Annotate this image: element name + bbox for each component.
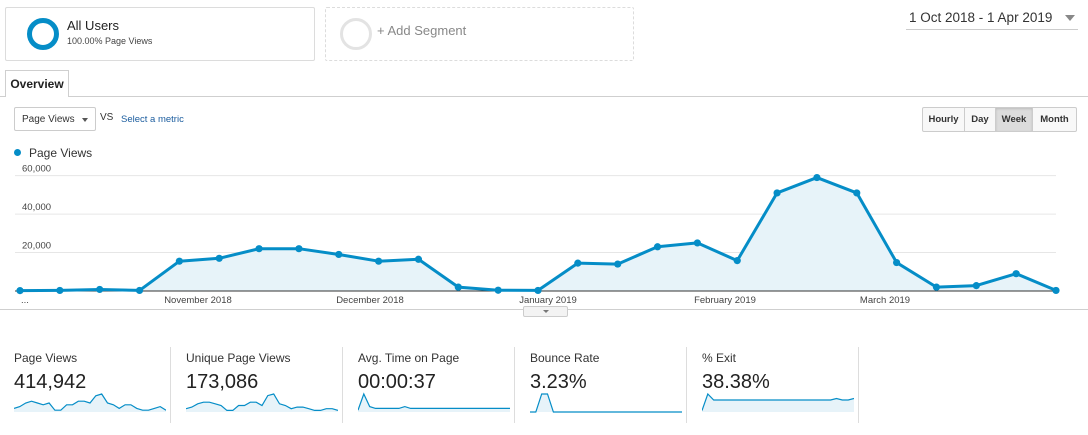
chart-data-point[interactable] [1052,286,1060,295]
granularity-day-button[interactable]: Day [965,108,996,131]
sparkline-line [530,393,682,413]
sparkline-area [186,394,338,412]
chart-data-point[interactable] [813,173,821,182]
scorecard-label: % Exit [702,351,737,365]
sparkline-line [186,393,338,411]
chart-area [20,177,1056,291]
granularity-hourly-button[interactable]: Hourly [923,108,965,131]
chart-data-point[interactable] [215,254,223,262]
legend-label: Page Views [29,146,93,160]
sparkline-area [530,394,682,412]
granularity-toggle: Hourly Day Week Month [922,107,1077,132]
chart-data-point[interactable] [175,257,183,265]
scorecard-sparkline [358,392,510,412]
scorecard-unique-page-views[interactable]: Unique Page Views 173,086 [172,347,343,423]
scorecard-label: Avg. Time on Page [358,351,460,365]
scorecard-value: 00:00:37 [358,371,436,393]
metric-select-value: Page Views [22,114,75,125]
select-metric-link[interactable]: Select a metric [121,114,184,125]
chart-data-point[interactable] [932,283,941,291]
segment-all-users[interactable]: All Users 100.00% Page Views [5,7,315,61]
chevron-down-icon [1065,15,1075,21]
x-tick-label: March 2019 [860,295,910,306]
chart-data-point[interactable] [96,285,104,294]
scorecard-label: Page Views [14,351,78,365]
segment-subtitle: 100.00% Page Views [67,36,153,46]
chart-data-point[interactable] [893,258,901,267]
segment-ring-icon [27,18,59,50]
scorecard-sparkline [702,392,854,412]
granularity-month-button[interactable]: Month [1040,114,1069,125]
sparkline-line [358,392,510,411]
chart-data-point[interactable] [853,189,861,197]
sparkline-line [702,392,854,411]
scorecard-value: 3.23% [530,371,587,393]
add-segment-button[interactable]: + Add Segment [325,7,634,61]
chart-data-point[interactable] [773,189,781,197]
legend-dot-icon [14,149,21,156]
chart-data-point[interactable] [56,286,64,295]
scorecard-bounce-rate[interactable]: Bounce Rate 3.23% [516,347,687,423]
chart-data-point[interactable] [614,260,622,268]
scorecard-exit-rate[interactable]: % Exit 38.38% [688,347,859,423]
chart-data-point[interactable] [972,282,980,290]
empty-segment-ring-icon [340,18,372,50]
scorecard-sparkline [14,393,166,412]
scorecard-page-views[interactable]: Page Views 414,942 [0,347,171,423]
chart-data-point[interactable] [295,245,303,253]
chart-data-point[interactable] [733,257,741,265]
x-tick-label: November 2018 [164,295,232,306]
scorecard-value: 173,086 [186,371,259,393]
chart-data-point[interactable] [534,286,542,295]
scorecard-avg-time-on-page[interactable]: Avg. Time on Page 00:00:37 [344,347,515,423]
y-tick-label: 60,000 [22,164,51,175]
tab-bar-divider [0,96,1088,97]
sparkline-area [358,394,510,412]
granularity-week-button[interactable]: Week [996,108,1033,131]
chart-collapse-toggle[interactable] [523,306,568,317]
scorecard-sparkline [186,393,338,412]
chart-data-point[interactable] [653,243,662,251]
sparkline-line [14,393,166,411]
chart-data-point[interactable] [494,286,502,294]
scorecard-value: 414,942 [14,371,87,393]
chart-data-point[interactable] [135,286,144,295]
chart-data-point[interactable] [693,239,701,247]
x-tick-label: February 2019 [694,295,756,306]
x-tick-label: ... [21,295,29,306]
x-tick-label: December 2018 [336,295,404,306]
chart-data-point[interactable] [255,245,263,253]
scorecard-label: Bounce Rate [530,351,600,365]
page-views-chart: 20,000 40,000 60,000... November 2018 Decemb… [15,164,1060,306]
chart-data-point[interactable] [414,255,423,263]
y-tick-label: 40,000 [22,202,51,213]
scorecard-sparkline [530,393,682,413]
sparkline-area [702,394,854,412]
chart-legend: Page Views [14,146,92,160]
chevron-down-icon [543,310,549,313]
chart-data-point[interactable] [375,257,383,265]
date-range-text: 1 Oct 2018 - 1 Apr 2019 [909,10,1053,25]
chevron-down-icon [82,118,88,122]
add-segment-label: + Add Segment [377,23,467,38]
tab-overview[interactable]: Overview [5,70,69,97]
metric-select[interactable]: Page Views [14,107,96,131]
x-tick-label: January 2019 [519,295,577,306]
scorecard-label: Unique Page Views [186,351,291,365]
date-range-picker[interactable]: 1 Oct 2018 - 1 Apr 2019 [906,9,1078,30]
chart-data-point[interactable] [574,259,582,267]
chart-data-point[interactable] [335,250,343,259]
chart-data-point[interactable] [1012,270,1020,278]
y-tick-label: 20,000 [22,241,51,252]
scorecard-value: 38.38% [702,371,770,393]
chart-data-point[interactable] [454,283,462,291]
vs-label: VS [100,112,114,123]
chart-data-point[interactable] [16,287,24,295]
segment-name: All Users [67,18,120,33]
